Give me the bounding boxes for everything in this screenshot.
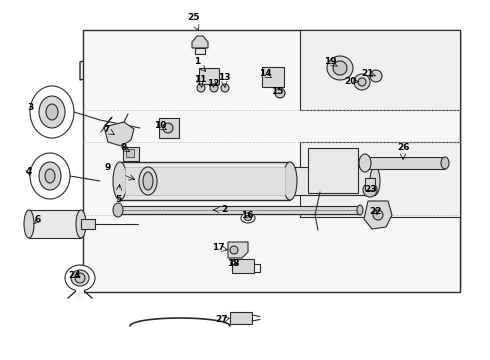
Bar [365,157,445,169]
Text: 15: 15 [271,86,283,95]
Ellipse shape [241,213,255,223]
Bar [365,178,375,190]
Text: 20: 20 [344,77,356,85]
Circle shape [363,183,377,197]
Ellipse shape [71,270,89,286]
Bar [123,147,139,161]
Text: 3: 3 [27,104,33,112]
Circle shape [230,246,238,254]
Text: 23: 23 [364,185,376,194]
Circle shape [163,123,173,133]
Ellipse shape [441,157,449,169]
Text: 21: 21 [361,68,373,77]
Circle shape [75,273,85,283]
Text: 1: 1 [194,58,200,67]
Ellipse shape [46,104,58,120]
Ellipse shape [143,172,153,190]
Text: 4: 4 [26,167,32,176]
Bar [159,118,179,138]
Ellipse shape [245,216,251,220]
Bar [230,312,252,324]
Ellipse shape [370,167,380,195]
Text: 22: 22 [369,207,381,216]
Ellipse shape [113,162,127,200]
Text: 6: 6 [35,216,41,225]
Bar [29,210,81,238]
Bar [308,148,358,193]
Text: 10: 10 [154,122,166,130]
Ellipse shape [24,210,34,238]
Text: 11: 11 [194,76,206,85]
Text: 24: 24 [69,270,81,279]
Ellipse shape [39,162,61,190]
Bar [120,162,290,200]
Ellipse shape [30,153,70,199]
Circle shape [221,84,229,92]
Ellipse shape [283,162,297,200]
Bar [118,206,360,214]
Ellipse shape [139,167,157,195]
Polygon shape [364,201,392,229]
Ellipse shape [76,210,86,238]
Text: 17: 17 [212,243,224,252]
Text: 14: 14 [259,69,271,78]
Circle shape [373,210,383,220]
Bar [125,167,285,195]
Ellipse shape [65,265,95,291]
Bar [81,219,95,229]
Bar [285,167,375,195]
Text: 9: 9 [105,163,111,172]
Ellipse shape [358,78,366,86]
Bar [83,30,460,292]
Bar [126,149,134,157]
Text: 19: 19 [324,58,336,67]
Ellipse shape [30,86,74,138]
Circle shape [210,84,218,92]
Text: 7: 7 [104,126,110,135]
Text: 12: 12 [207,78,219,87]
Text: 5: 5 [115,195,121,204]
Ellipse shape [45,169,55,183]
Text: 16: 16 [241,211,253,220]
Polygon shape [228,242,248,258]
Bar [300,142,460,217]
Bar [195,48,205,54]
Polygon shape [104,122,134,146]
Ellipse shape [370,70,382,82]
Ellipse shape [333,61,347,75]
Bar [232,259,254,273]
Text: 18: 18 [227,258,239,267]
Bar [300,30,460,110]
Circle shape [275,88,285,98]
Text: 26: 26 [397,144,409,153]
Ellipse shape [113,203,123,217]
Text: 2: 2 [221,206,227,215]
Ellipse shape [39,96,65,128]
Text: 8: 8 [121,144,127,153]
Circle shape [197,84,205,92]
Ellipse shape [357,205,363,215]
Polygon shape [192,36,208,48]
Text: 25: 25 [187,13,199,22]
Bar [262,67,284,87]
Ellipse shape [354,74,370,90]
Bar [76,290,84,298]
Ellipse shape [359,154,371,172]
Polygon shape [138,32,460,288]
Bar [199,68,219,84]
Text: 27: 27 [216,315,228,324]
Text: 13: 13 [218,73,230,82]
Polygon shape [80,32,200,80]
Ellipse shape [327,56,353,80]
